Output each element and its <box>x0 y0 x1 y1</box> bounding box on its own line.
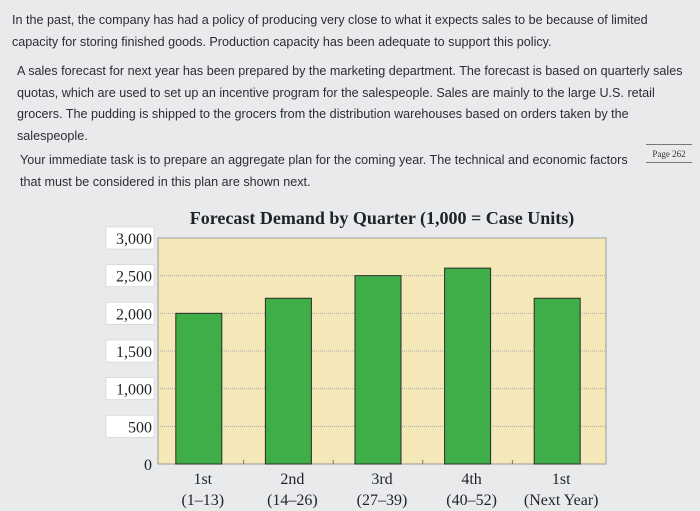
x-category-sublabel: (40–52) <box>446 492 497 509</box>
y-tick-box <box>105 415 155 438</box>
forecast-demand-chart: Forecast Demand by Quarter (1,000 = Case… <box>105 208 607 509</box>
y-tick-label: 3,000 <box>116 231 152 248</box>
x-category-label: 4th <box>461 471 481 488</box>
x-category-sublabel: (27–39) <box>357 492 408 509</box>
bar <box>444 267 492 465</box>
y-tick-box <box>105 264 155 287</box>
x-category-label: 1st <box>552 471 571 488</box>
bar <box>533 297 581 465</box>
y-tick-box <box>105 226 155 250</box>
y-tick-box <box>105 302 155 325</box>
y-tick-label: 1,000 <box>116 382 152 399</box>
y-tick-label: 500 <box>128 419 152 436</box>
y-tick-box <box>105 339 155 363</box>
y-tick-label: 2,500 <box>116 269 152 286</box>
bar <box>175 312 223 465</box>
x-category-label: 3rd <box>371 471 392 488</box>
y-tick-label: 0 <box>144 457 152 474</box>
bar <box>264 297 312 465</box>
x-category-sublabel: (Next Year) <box>524 492 599 509</box>
y-tick-box <box>105 377 155 400</box>
x-category-label: 2nd <box>280 471 304 488</box>
paragraph-sales-forecast: A sales forecast for next year has been … <box>17 64 683 143</box>
y-tick-label: 2,000 <box>116 306 152 323</box>
y-tick-label: 1,500 <box>116 344 152 361</box>
bar <box>354 275 402 465</box>
page-reference: Page 262 <box>646 144 692 163</box>
paragraph-production-policy: In the past, the company has had a polic… <box>12 13 648 49</box>
chart-title: Forecast Demand by Quarter (1,000 = Case… <box>190 208 575 229</box>
paragraph-task: Your immediate task is to prepare an agg… <box>20 153 628 189</box>
x-category-sublabel: (1–13) <box>181 492 224 509</box>
x-category-label: 1st <box>193 471 212 488</box>
x-category-sublabel: (14–26) <box>267 492 318 509</box>
